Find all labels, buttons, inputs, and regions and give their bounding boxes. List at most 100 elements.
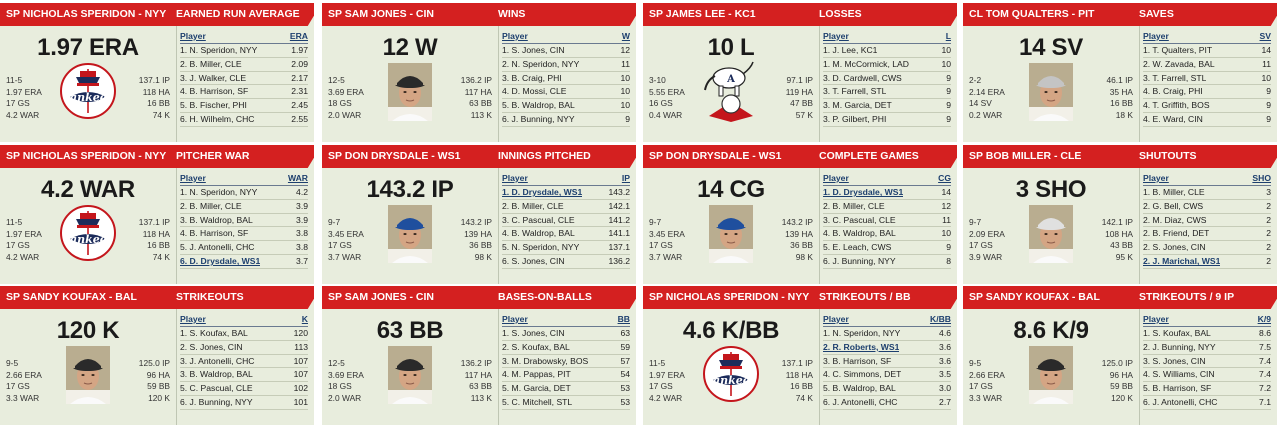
player-pitching-line: 142.1 IP 108 HA 43 BB 95 K: [1102, 217, 1133, 263]
player-name[interactable]: SP DON DRYSDALE - WS1: [328, 150, 461, 162]
leader-name[interactable]: 1. D. Drysdale, WS1: [502, 187, 583, 197]
player-name[interactable]: SP DON DRYSDALE - WS1: [649, 150, 782, 162]
table-row: 5. B. Harrison, SF 7.2: [1143, 382, 1271, 396]
player-name[interactable]: SP SAM JONES - CIN: [328, 8, 434, 20]
stat-leader-card: SP DON DRYSDALE - WS1 INNINGS PITCHED 143.…: [322, 145, 636, 284]
table-header: Player BB: [502, 313, 630, 327]
player-photo: [1029, 346, 1073, 404]
player-record: 9-5 2.66 ERA 17 GS 3.3 WAR: [969, 358, 1005, 404]
stat-column-header[interactable]: BB: [617, 314, 630, 324]
table-row: 4. S. Williams, CIN 7.4: [1143, 368, 1271, 383]
record-line: 4.2 WAR: [6, 251, 40, 262]
record-line: 17 GS: [969, 240, 993, 250]
record-line: 14 SV: [969, 98, 992, 108]
leader-value: 54: [620, 369, 630, 380]
pitching-line: 98 K: [795, 251, 813, 262]
player-column-header[interactable]: Player: [823, 173, 849, 183]
player-name[interactable]: SP NICHOLAS SPERIDON - NYY: [649, 291, 810, 303]
player-column-header[interactable]: Player: [180, 31, 206, 41]
stat-category: STRIKEOUTS / 9 IP: [1139, 291, 1235, 303]
leader-value: 3.8: [296, 228, 308, 239]
player-pitching-line: 143.2 IP 139 HA 36 BB 98 K: [782, 217, 813, 263]
stat-column-header[interactable]: WAR: [287, 173, 308, 183]
leader-value: 9: [946, 113, 951, 124]
stat-column-header[interactable]: L: [945, 31, 951, 41]
stat-column-header[interactable]: K: [301, 314, 308, 324]
leader-value: 3.0: [939, 383, 951, 394]
stat-value: 63 BB: [376, 317, 444, 344]
leader-name: 4. D. Mossi, CLE: [502, 86, 567, 97]
stat-column-header[interactable]: K/BB: [929, 314, 951, 324]
leader-value: 120: [293, 328, 308, 338]
leader-value: 4.2: [296, 187, 308, 197]
player-record: 9-7 2.09 ERA 17 GS 3.9 WAR: [969, 217, 1005, 263]
card-header: SP BOB MILLER - CLE SHUTOUTS: [963, 145, 1277, 168]
pitching-line: 136.2 IP: [460, 75, 492, 85]
player-column-header[interactable]: Player: [1143, 314, 1169, 324]
stat-column-header[interactable]: SHO: [1252, 173, 1271, 183]
table-row: 5. C. Mitchell, STL 53: [502, 396, 630, 410]
leader-name[interactable]: 6. D. Drysdale, WS1: [180, 255, 261, 266]
leader-value: 10: [620, 100, 630, 111]
leader-value: 63: [620, 328, 630, 338]
table-row: 1. N. Speridon, NYY 1.97: [180, 44, 308, 58]
player-record: 11-5 1.97 ERA 17 GS 4.2 WAR: [6, 217, 42, 263]
stat-column-header[interactable]: IP: [621, 173, 630, 183]
player-column-header[interactable]: Player: [502, 31, 528, 41]
player-name[interactable]: SP SANDY KOUFAX - BAL: [6, 291, 137, 303]
leader-value: 9: [1266, 100, 1271, 111]
player-column-header[interactable]: Player: [1143, 31, 1169, 41]
stat-value: 143.2 IP: [366, 176, 454, 203]
player-name[interactable]: SP NICHOLAS SPERIDON - NYY: [6, 150, 167, 162]
stat-column-header[interactable]: K/9: [1257, 314, 1271, 324]
leader-value: 10: [941, 228, 951, 239]
table-row: 1. S. Koufax, BAL 120: [180, 327, 308, 341]
record-line: 9-7: [328, 217, 341, 227]
leader-name: 5. C. Pascual, CLE: [180, 383, 253, 394]
leader-value: 2.17: [291, 72, 308, 83]
player-column-header[interactable]: Player: [823, 31, 849, 41]
player-name[interactable]: SP NICHOLAS SPERIDON - NYY: [6, 8, 167, 20]
stat-category: EARNED RUN AVERAGE: [176, 8, 300, 20]
leader-name: 2. W. Zavada, BAL: [1143, 58, 1215, 69]
table-row: 3. C. Pascual, CLE 11: [823, 214, 951, 228]
player-name[interactable]: SP JAMES LEE - KC1: [649, 8, 756, 20]
stat-category: WINS: [498, 8, 526, 20]
leader-value: 12: [620, 45, 630, 55]
pitching-line: 35 HA: [1109, 86, 1133, 97]
player-name[interactable]: SP SAM JONES - CIN: [328, 291, 434, 303]
player-column-header[interactable]: Player: [823, 314, 849, 324]
player-column-header[interactable]: Player: [502, 173, 528, 183]
leader-value: 137.1: [608, 242, 630, 253]
leader-value: 3.7: [296, 255, 308, 266]
leader-name[interactable]: 1. D. Drysdale, WS1: [823, 187, 904, 197]
record-line: 3-10: [649, 75, 666, 85]
player-name[interactable]: SP SANDY KOUFAX - BAL: [969, 291, 1100, 303]
stat-column-header[interactable]: SV: [1259, 31, 1271, 41]
player-column-header[interactable]: Player: [1143, 173, 1169, 183]
player-column-header[interactable]: Player: [502, 314, 528, 324]
stat-column-header[interactable]: ERA: [289, 31, 308, 41]
leaders-table: Player ERA 1. N. Speridon, NYY 1.97 2. B. Mi…: [176, 26, 314, 142]
stat-column-header[interactable]: CG: [938, 173, 951, 183]
player-name[interactable]: SP BOB MILLER - CLE: [969, 150, 1082, 162]
player-name[interactable]: CL TOM QUALTERS - PIT: [969, 8, 1095, 20]
player-column-header[interactable]: Player: [180, 173, 206, 183]
player-column-header[interactable]: Player: [180, 314, 206, 324]
table-row: 2. B. Miller, CLE 142.1: [502, 200, 630, 214]
leader-name[interactable]: 2. J. Marichal, WS1: [1143, 255, 1221, 266]
card-header: SP DON DRYSDALE - WS1 COMPLETE GAMES: [643, 145, 957, 168]
pitching-line: 16 BB: [1110, 98, 1133, 108]
table-row: 6. J. Antonelli, CHC 2.7: [823, 396, 951, 410]
leader-name: 2. M. Diaz, CWS: [1143, 214, 1207, 225]
card-header: SP SANDY KOUFAX - BAL STRIKEOUTS: [0, 286, 314, 309]
svg-text:Yankees: Yankees: [63, 233, 113, 246]
player-pitching-line: 137.1 IP 118 HA 16 BB 74 K: [139, 217, 170, 263]
stat-column-header[interactable]: W: [621, 31, 630, 41]
stat-leader-card: SP JAMES LEE - KC1 LOSSES 10 L 3-10 5.55 ERA…: [643, 3, 957, 142]
leader-name: 3. P. Gilbert, PHI: [823, 113, 887, 124]
card-header: SP DON DRYSDALE - WS1 INNINGS PITCHED: [322, 145, 636, 168]
table-row: 3. B. Harrison, SF 3.6: [823, 355, 951, 369]
table-row: 2. S. Koufax, BAL 59: [502, 341, 630, 355]
leader-name[interactable]: 2. R. Roberts, WS1: [823, 341, 900, 352]
